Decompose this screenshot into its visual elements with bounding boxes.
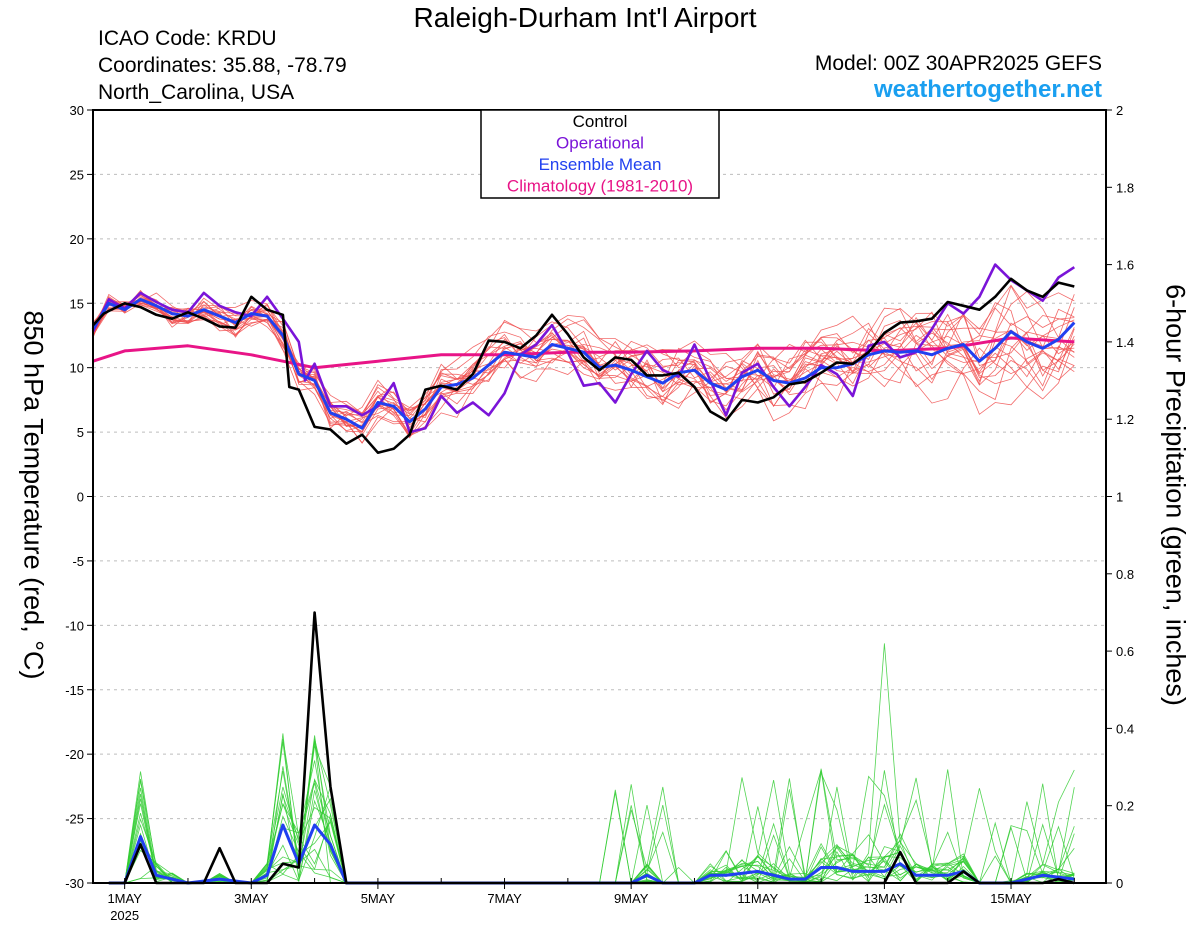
temp-member-line — [92, 302, 1075, 429]
coordinates: Coordinates: 35.88, -78.79 — [98, 54, 347, 77]
x-tick-label: 1MAY — [107, 891, 142, 906]
precip-member-lines — [108, 643, 1075, 884]
left-tick-label: 10 — [70, 361, 84, 376]
operational-temperature-line — [91, 263, 1076, 434]
left-tick-label: 25 — [70, 167, 84, 182]
x-tick-label: 9MAY — [614, 891, 649, 906]
precip-member-line — [108, 770, 1075, 884]
precip-member-line — [108, 777, 1075, 884]
temp-member-line — [92, 299, 1075, 424]
precip-member-line — [108, 769, 1075, 884]
model-run: Model: 00Z 30APR2025 GEFS — [814, 52, 1102, 75]
x-tick-label: 11MAY — [737, 891, 778, 906]
site-name: weathertogether.net — [873, 76, 1102, 103]
temp-member-lines — [92, 284, 1075, 444]
right-tick-label: 1.4 — [1116, 335, 1134, 350]
right-tick-label: 0.8 — [1116, 567, 1134, 582]
left-tick-label: 5 — [77, 425, 84, 440]
legend-entry: Ensemble Mean — [539, 155, 662, 174]
left-tick-label: 15 — [70, 296, 84, 311]
x-tick-label: 5MAY — [361, 891, 396, 906]
left-tick-label: 30 — [70, 103, 84, 118]
precip-member-line — [108, 771, 1075, 884]
legend-box — [480, 109, 720, 199]
left-tick-label: -15 — [65, 683, 84, 698]
right-tick-label: 1.2 — [1116, 412, 1134, 427]
right-tick-label: 1.6 — [1116, 258, 1134, 273]
right-tick-label: 0.2 — [1116, 799, 1134, 814]
left-tick-label: -20 — [65, 747, 84, 762]
precip-member-line — [108, 787, 1075, 884]
temp-member-line — [92, 297, 1075, 439]
precip-member-line — [108, 741, 1075, 884]
location: North_Carolina, USA — [98, 81, 295, 104]
legend-entry: Control — [573, 112, 628, 131]
precip-member-line — [108, 760, 1075, 884]
precip-member-line — [108, 738, 1075, 884]
right-tick-label: 0.4 — [1116, 721, 1134, 736]
temp-member-line — [92, 303, 1075, 438]
precip-member-line — [108, 779, 1075, 884]
y-axis-label-left: 850 hPa Temperature (red, °C) — [18, 310, 49, 680]
legend-entry: Operational — [556, 134, 644, 153]
precip-member-line — [108, 733, 1075, 884]
left-tick-label: -10 — [65, 618, 84, 633]
left-tick-label: -30 — [65, 876, 84, 891]
precip-member-line — [108, 742, 1075, 884]
left-tick-label: 20 — [70, 232, 84, 247]
x-tick-label: 7MAY — [487, 891, 522, 906]
control-precipitation-line — [108, 611, 1075, 885]
right-tick-label: 0 — [1116, 876, 1123, 891]
left-tick-label: 0 — [77, 490, 84, 505]
legend-entry: Climatology (1981-2010) — [507, 177, 693, 196]
x-tick-label: 15MAY — [990, 891, 1032, 906]
precip-member-line — [108, 643, 1075, 884]
x-tick-label: 3MAY — [234, 891, 269, 906]
control-temperature-line — [92, 277, 1075, 455]
legend: Control Operational Ensemble Mean Climatolo… — [480, 109, 720, 199]
year-label: 2025 — [110, 908, 139, 923]
left-tick-label: -25 — [65, 812, 84, 827]
y-axis-label-right: 6-hour Precipitation (green, inches) — [1160, 284, 1191, 706]
ensemble-mean-temperature-line — [91, 297, 1076, 430]
left-tick-label: -5 — [72, 554, 84, 569]
chart-title: Raleigh-Durham Int'l Airport — [413, 2, 757, 33]
precip-member-line — [108, 740, 1075, 884]
precip-member-line — [108, 769, 1075, 884]
right-tick-label: 2 — [1116, 103, 1123, 118]
right-tick-label: 1 — [1116, 490, 1123, 505]
icao-code: ICAO Code: KRDU — [98, 27, 277, 50]
grid-lines — [93, 173, 1106, 820]
precip-member-line — [108, 735, 1075, 884]
temp-member-line — [92, 292, 1075, 426]
axis-ticks: 302520151050-5-10-15-20-25-3021.81.61.41… — [65, 103, 1134, 923]
right-tick-label: 0.6 — [1116, 644, 1134, 659]
x-tick-label: 13MAY — [864, 891, 906, 906]
precip-member-line — [108, 744, 1075, 884]
right-tick-label: 1.8 — [1116, 180, 1134, 195]
chart-header: Raleigh-Durham Int'l Airport ICAO Code: … — [0, 0, 1200, 108]
